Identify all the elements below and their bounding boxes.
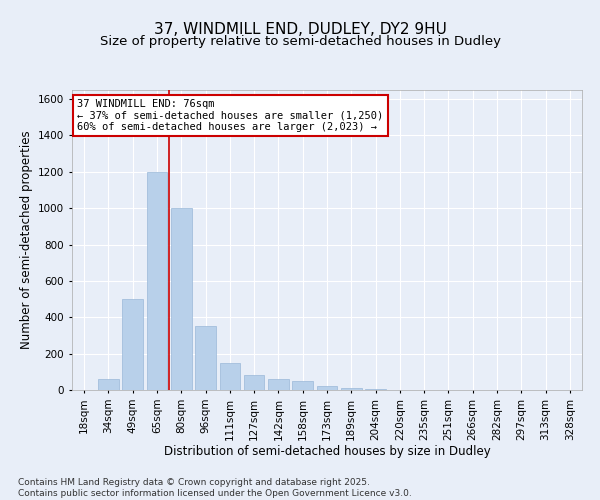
Bar [365, 389, 386, 390]
Bar [317, 386, 337, 390]
Bar [195, 326, 216, 390]
Text: Contains HM Land Registry data © Crown copyright and database right 2025.
Contai: Contains HM Land Registry data © Crown c… [18, 478, 412, 498]
X-axis label: Distribution of semi-detached houses by size in Dudley: Distribution of semi-detached houses by … [164, 446, 490, 458]
Bar [268, 379, 289, 390]
Bar [244, 376, 265, 390]
Y-axis label: Number of semi-detached properties: Number of semi-detached properties [20, 130, 32, 350]
Bar [341, 388, 362, 390]
Bar [98, 379, 119, 390]
Bar [122, 299, 143, 390]
Text: 37, WINDMILL END, DUDLEY, DY2 9HU: 37, WINDMILL END, DUDLEY, DY2 9HU [154, 22, 446, 38]
Text: 37 WINDMILL END: 76sqm
← 37% of semi-detached houses are smaller (1,250)
60% of : 37 WINDMILL END: 76sqm ← 37% of semi-det… [77, 99, 383, 132]
Bar [171, 208, 191, 390]
Bar [292, 381, 313, 390]
Text: Size of property relative to semi-detached houses in Dudley: Size of property relative to semi-detach… [100, 35, 500, 48]
Bar [146, 172, 167, 390]
Bar [220, 362, 240, 390]
